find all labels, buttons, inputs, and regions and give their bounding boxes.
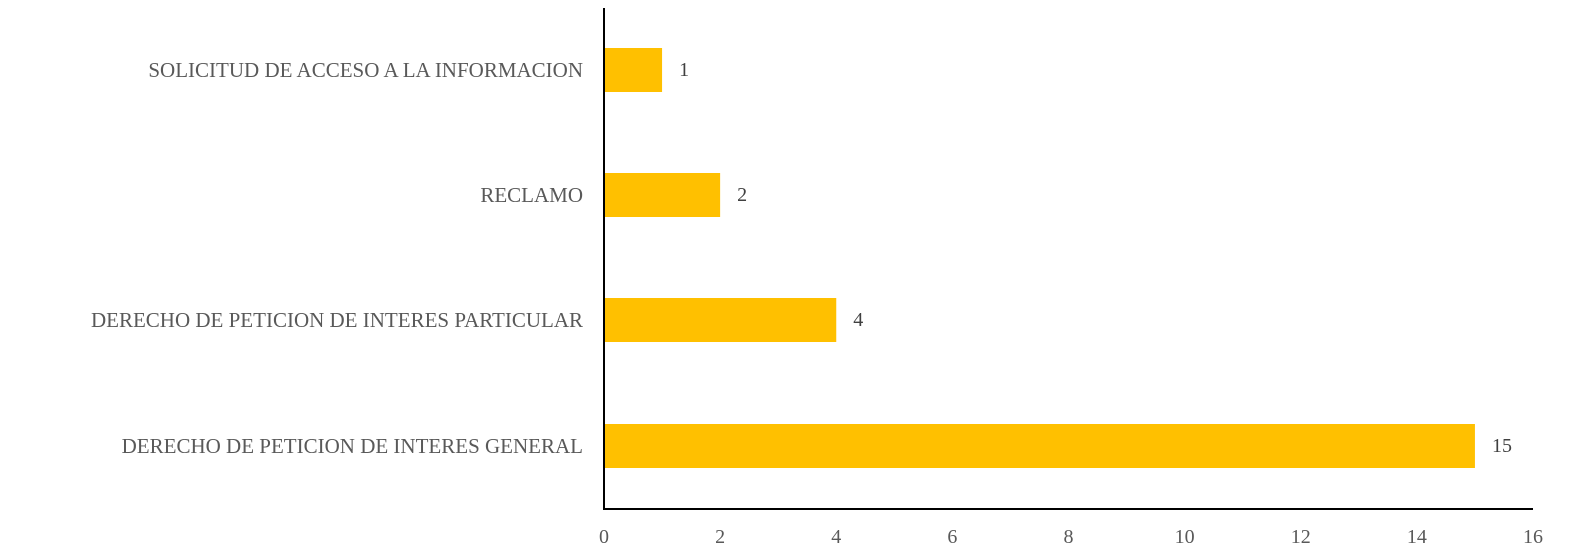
category-label-2: RECLAMO — [480, 183, 583, 207]
x-tick-label-0: 0 — [599, 526, 609, 548]
x-tick-labels-layer: 0 2 4 6 8 10 12 14 16 — [599, 526, 1543, 548]
bar-2 — [604, 173, 721, 217]
x-tick-label-6: 12 — [1291, 526, 1311, 548]
x-tick-label-3: 6 — [947, 526, 957, 548]
x-tick-label-4: 8 — [1064, 526, 1074, 548]
category-labels-layer: SOLICITUD DE ACCESO A LA INFORMACION RECL… — [91, 58, 583, 458]
category-label-4: DERECHO DE PETICION DE INTERES GENERAL — [122, 434, 583, 458]
bars-layer — [604, 48, 1475, 468]
category-label-1: SOLICITUD DE ACCESO A LA INFORMACION — [148, 58, 583, 82]
x-tick-label-2: 4 — [831, 526, 841, 548]
bar-4 — [604, 424, 1475, 468]
bar-1 — [604, 48, 663, 92]
category-label-3: DERECHO DE PETICION DE INTERES PARTICULA… — [91, 308, 583, 332]
x-tick-label-7: 14 — [1407, 526, 1427, 548]
data-label-4: 15 — [1492, 435, 1512, 457]
x-tick-label-5: 10 — [1175, 526, 1195, 548]
data-labels-layer: 1 2 4 15 — [679, 59, 1512, 457]
data-label-3: 4 — [853, 309, 863, 331]
data-label-1: 1 — [679, 59, 689, 81]
data-label-2: 2 — [737, 184, 747, 206]
x-tick-label-1: 2 — [715, 526, 725, 548]
bar-3 — [604, 298, 837, 342]
x-tick-label-8: 16 — [1523, 526, 1543, 548]
